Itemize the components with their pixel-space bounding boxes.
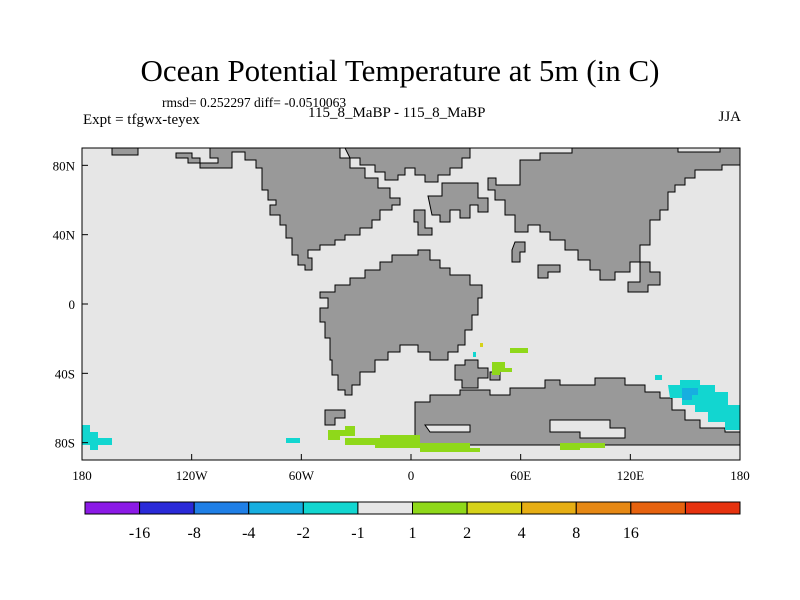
land-antarctic-peninsula <box>324 409 346 426</box>
season-label: JJA <box>718 109 741 125</box>
colorbar-label: 8 <box>572 525 580 542</box>
colorbar-swatch <box>139 501 195 515</box>
anomaly-yellow-dot <box>480 343 483 347</box>
lat-tick-label: 40N <box>53 228 76 243</box>
latitude-ticks: 80N 40N 0 40S 80S <box>53 158 88 451</box>
anomaly-green-small <box>510 348 528 353</box>
colorbar-label: -1 <box>351 525 364 542</box>
colorbar-swatch <box>84 501 141 515</box>
land-iberia <box>413 209 433 236</box>
lon-tick-label: 180 <box>72 468 92 483</box>
colorbar-swatch <box>302 501 359 515</box>
longitude-ticks: 180 120W 60W 0 60E 120E 180 <box>72 454 750 483</box>
land-asia-east <box>537 264 561 279</box>
lon-tick-label: 0 <box>408 468 415 483</box>
colorbar-label: -2 <box>297 525 310 542</box>
inlet-ross <box>549 419 626 439</box>
colorbar: -16 -8 -4 -2 -1 1 2 4 8 16 <box>84 501 741 542</box>
land-south-america-africa <box>319 249 483 396</box>
colorbar-label: 16 <box>623 525 639 542</box>
lat-tick-label: 40S <box>55 366 75 381</box>
map-panel: 180 120W 60W 0 60E 120E 180 80N 40N 0 40S 80S <box>53 147 750 483</box>
anomaly-blue-south-pacific <box>682 388 698 400</box>
lon-tick-label: 60W <box>289 468 315 483</box>
case-label: 115_8_MaBP - 115_8_MaBP <box>308 105 486 121</box>
colorbar-label: -4 <box>242 525 255 542</box>
colorbar-label: 4 <box>518 525 526 542</box>
colorbar-swatch <box>357 501 413 515</box>
colorbar-swatch <box>630 501 686 515</box>
lon-tick-label: 120E <box>617 468 645 483</box>
anomaly-cyan-dot-2 <box>655 375 662 380</box>
land-europe <box>427 182 489 223</box>
land-antarctica <box>414 377 741 446</box>
anomaly-cyan-southwest <box>82 425 112 450</box>
land-north-america <box>82 147 401 271</box>
colorbar-swatch <box>466 501 523 515</box>
lat-tick-label: 0 <box>69 297 76 312</box>
land-indian-island <box>454 359 489 389</box>
anomaly-cyan-dot <box>473 352 476 357</box>
colorbar-label: -16 <box>129 525 150 542</box>
land-arabia <box>511 241 526 263</box>
antarctic-inlets <box>424 419 626 439</box>
inlet-weddell <box>424 424 471 433</box>
lon-tick-label: 120W <box>176 468 209 483</box>
anomaly-green-ross <box>560 443 605 450</box>
anomaly-green-south-atlantic <box>345 435 480 452</box>
plot-title: Ocean Potential Temperature at 5m (in C) <box>140 53 660 88</box>
colorbar-label: 1 <box>409 525 417 542</box>
anomaly-cyan-small <box>286 438 300 443</box>
lon-tick-label: 180 <box>730 468 750 483</box>
anomaly-patches <box>82 343 740 452</box>
colorbar-swatch <box>248 501 304 515</box>
colorbar-swatch <box>684 501 741 515</box>
experiment-label: Expt = tfgwx-teyex <box>83 112 200 128</box>
colorbar-swatch <box>575 501 632 515</box>
lat-tick-label: 80N <box>53 158 76 173</box>
landmasses <box>82 147 741 446</box>
stats-line: rmsd= 0.252297 diff= -0.0510063 <box>162 95 347 110</box>
colorbar-label: -8 <box>188 525 201 542</box>
lat-tick-label: 80S <box>55 436 75 451</box>
colorbar-label: 2 <box>463 525 471 542</box>
land-island-east <box>627 261 661 293</box>
lon-tick-label: 60E <box>510 468 531 483</box>
land-greenland <box>344 147 471 183</box>
colorbar-swatch <box>412 501 468 515</box>
colorbar-swatch <box>193 501 250 515</box>
anomaly-green-weddell <box>328 426 355 440</box>
colorbar-swatch <box>521 501 577 515</box>
land-asia <box>487 147 741 281</box>
anomaly-green-indian <box>492 362 512 375</box>
